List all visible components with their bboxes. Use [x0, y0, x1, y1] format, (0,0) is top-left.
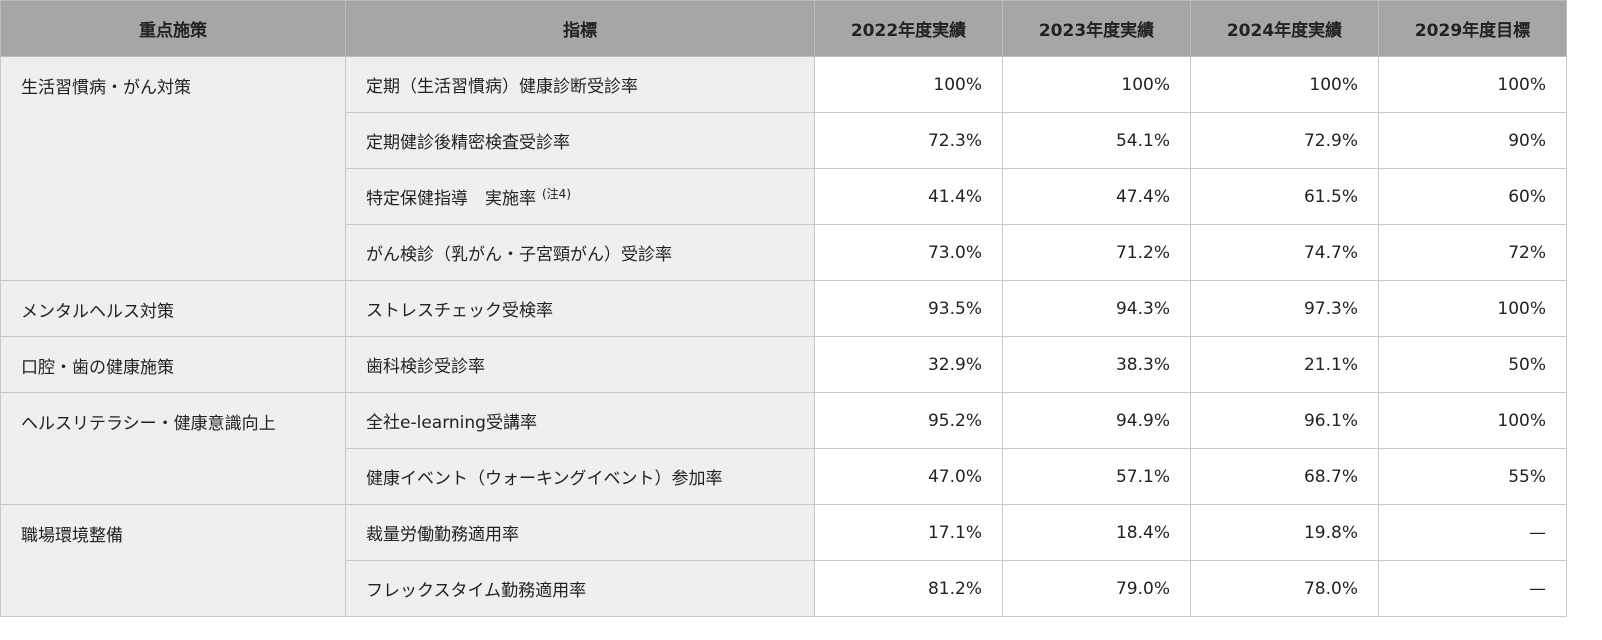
value-cell: 100%	[814, 56, 1003, 113]
value-cell: 60%	[1378, 168, 1567, 225]
indicator-text: 全社e-learning受講率	[366, 413, 537, 433]
table-row: 職場環境整備 裁量労働勤務適用率 17.1% 18.4% 19.8% —	[0, 504, 1567, 617]
category-cell: 口腔・歯の健康施策	[0, 336, 346, 393]
category-cell: ヘルスリテラシー・健康意識向上	[0, 392, 346, 505]
indicator-cell: 歯科検診受診率	[345, 336, 815, 393]
indicator-text: 定期（生活習慣病）健康診断受診率	[366, 77, 638, 97]
value-cell: 57.1%	[1002, 448, 1191, 505]
value-cell: 21.1%	[1190, 336, 1379, 393]
value-cell: 96.1%	[1190, 392, 1379, 449]
value-cell: 81.2%	[814, 560, 1003, 617]
indicator-cell: 裁量労働勤務適用率	[345, 504, 815, 561]
category-cell: 生活習慣病・がん対策	[0, 56, 346, 281]
value-cell: —	[1378, 504, 1567, 561]
indicator-text: ストレスチェック受検率	[366, 301, 553, 321]
value-cell: 79.0%	[1002, 560, 1191, 617]
table-row: フレックスタイム勤務適用率 81.2% 79.0% 78.0% —	[1, 560, 1567, 617]
table-row: 口腔・歯の健康施策 歯科検診受診率 32.9% 38.3% 21.1% 50%	[0, 336, 1567, 393]
value-cell: 19.8%	[1190, 504, 1379, 561]
value-cell: 50%	[1378, 336, 1567, 393]
indicator-text: 歯科検診受診率	[366, 357, 485, 377]
indicator-note: (注4)	[542, 187, 571, 201]
indicator-text: 特定保健指導 実施率	[366, 189, 536, 209]
value-cell: 100%	[1190, 56, 1379, 113]
value-cell: 32.9%	[814, 336, 1003, 393]
indicator-text: 健康イベント（ウォーキングイベント）参加率	[366, 469, 723, 489]
value-cell: 100%	[1378, 280, 1567, 337]
category-cell: メンタルヘルス対策	[0, 280, 346, 337]
category-cell: 職場環境整備	[0, 504, 346, 617]
table-row: 健康イベント（ウォーキングイベント）参加率 47.0% 57.1% 68.7% 55%	[1, 448, 1567, 505]
indicator-cell: 特定保健指導 実施率 (注4)	[345, 168, 815, 225]
value-cell: 74.7%	[1190, 224, 1379, 281]
indicator-cell: 健康イベント（ウォーキングイベント）参加率	[345, 448, 815, 505]
value-cell: 73.0%	[814, 224, 1003, 281]
header-cell: 2023年度実績	[1002, 0, 1191, 57]
indicator-text: がん検診（乳がん・子宮頸がん）受診率	[366, 245, 672, 265]
table-row: 定期健診後精密検査受診率 72.3% 54.1% 72.9% 90%	[1, 112, 1567, 169]
value-cell: 17.1%	[814, 504, 1003, 561]
value-cell: 95.2%	[814, 392, 1003, 449]
value-cell: 97.3%	[1190, 280, 1379, 337]
header-cell: 2029年度目標	[1378, 0, 1567, 57]
header-row: 重点施策 指標 2022年度実績 2023年度実績 2024年度実績 2029年度目標	[0, 0, 1567, 57]
value-cell: 38.3%	[1002, 336, 1191, 393]
table-row: 生活習慣病・がん対策 定期（生活習慣病）健康診断受診率 100% 100% 100% 10…	[0, 56, 1567, 281]
value-cell: 55%	[1378, 448, 1567, 505]
indicator-cell: 定期（生活習慣病）健康診断受診率	[345, 56, 815, 113]
value-cell: 71.2%	[1002, 224, 1191, 281]
value-cell: 100%	[1002, 56, 1191, 113]
value-cell: 90%	[1378, 112, 1567, 169]
value-cell: 47.0%	[814, 448, 1003, 505]
value-cell: 100%	[1378, 56, 1567, 113]
value-cell: 41.4%	[814, 168, 1003, 225]
header-cell: 重点施策	[0, 0, 346, 57]
indicator-text: 裁量労働勤務適用率	[366, 525, 519, 545]
value-cell: 18.4%	[1002, 504, 1191, 561]
table-row: がん検診（乳がん・子宮頸がん）受診率 73.0% 71.2% 74.7% 72%	[1, 224, 1567, 281]
table-row: メンタルヘルス対策 ストレスチェック受検率 93.5% 94.3% 97.3% 100%	[0, 280, 1567, 337]
value-cell: 72.9%	[1190, 112, 1379, 169]
value-cell: 54.1%	[1002, 112, 1191, 169]
value-cell: —	[1378, 560, 1567, 617]
header-cell: 2022年度実績	[814, 0, 1003, 57]
indicator-cell: ストレスチェック受検率	[345, 280, 815, 337]
table-row: ヘルスリテラシー・健康意識向上 全社e-learning受講率 95.2% 94.9%…	[0, 392, 1567, 505]
header-cell: 指標	[345, 0, 815, 57]
table-body: 生活習慣病・がん対策 定期（生活習慣病）健康診断受診率 100% 100% 100% 10…	[0, 56, 1567, 617]
value-cell: 94.9%	[1002, 392, 1191, 449]
indicator-cell: 定期健診後精密検査受診率	[345, 112, 815, 169]
indicator-text: 定期健診後精密検査受診率	[366, 133, 570, 153]
value-cell: 100%	[1378, 392, 1567, 449]
indicator-cell: がん検診（乳がん・子宮頸がん）受診率	[345, 224, 815, 281]
value-cell: 94.3%	[1002, 280, 1191, 337]
indicator-cell: 全社e-learning受講率	[345, 392, 815, 449]
value-cell: 61.5%	[1190, 168, 1379, 225]
value-cell: 78.0%	[1190, 560, 1379, 617]
value-cell: 93.5%	[814, 280, 1003, 337]
value-cell: 47.4%	[1002, 168, 1191, 225]
indicator-text: フレックスタイム勤務適用率	[366, 581, 587, 601]
header-cell: 2024年度実績	[1190, 0, 1379, 57]
value-cell: 68.7%	[1190, 448, 1379, 505]
table-row: 特定保健指導 実施率 (注4) 41.4% 47.4% 61.5% 60%	[1, 168, 1567, 225]
health-table: 重点施策 指標 2022年度実績 2023年度実績 2024年度実績 2029年度目標 生…	[0, 0, 1567, 617]
value-cell: 72%	[1378, 224, 1567, 281]
value-cell: 72.3%	[814, 112, 1003, 169]
indicator-cell: フレックスタイム勤務適用率	[345, 560, 815, 617]
